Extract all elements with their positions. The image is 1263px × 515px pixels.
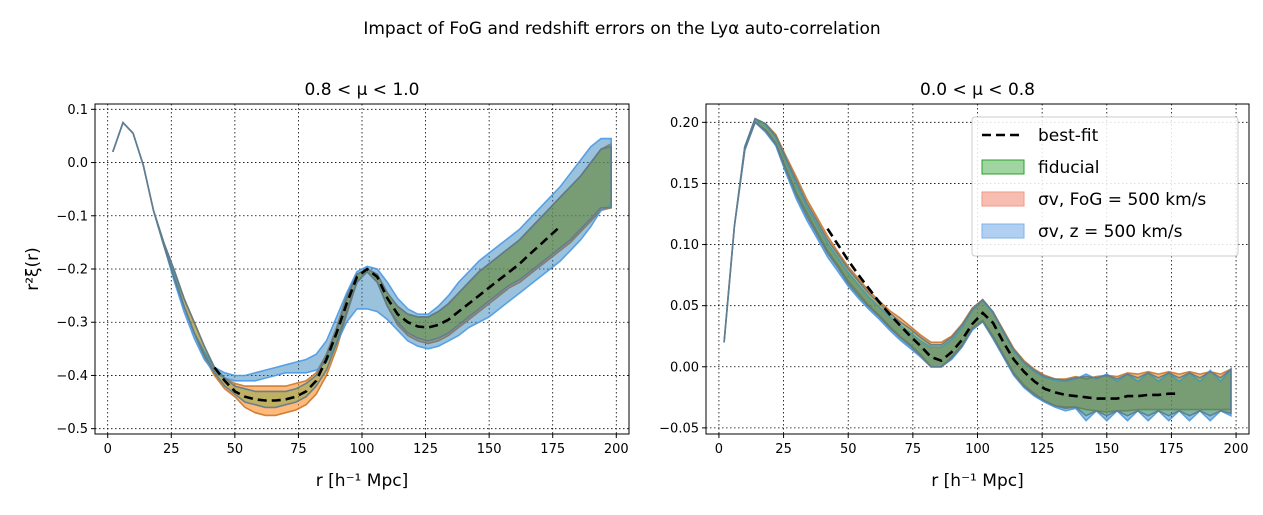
legend-swatch: [981, 191, 1025, 207]
x-tick-label: 0: [104, 442, 112, 457]
y-tick-label: −0.1: [56, 209, 88, 224]
plot-area: [723, 117, 1232, 422]
legend: best-fit fiducial σv, FoG = 500 km/s σv, z …: [971, 116, 1239, 257]
best-fit-line: [826, 227, 1180, 400]
y-tick-label: −0.3: [56, 316, 88, 331]
x-tick-label: 0: [715, 442, 723, 457]
x-tick-label: 150: [477, 442, 502, 457]
x-tick-label: 100: [965, 442, 990, 457]
legend-label: best-fit: [1038, 126, 1099, 146]
y-tick-label: 0.15: [670, 177, 699, 192]
figure-title: Impact of FoG and redshift errors on the…: [363, 19, 880, 39]
legend-swatch: [981, 223, 1025, 239]
legend-swatch: [981, 159, 1025, 175]
y-tick-label: 0.0: [67, 156, 88, 171]
y-tick-label: −0.2: [56, 263, 88, 278]
right-panel: 0 25 50 75 100 125 150 175 200 −0.05 0.00 0.05 0.10 0…: [659, 80, 1250, 491]
panel-title: 0.0 < μ < 0.8: [920, 80, 1035, 100]
left-panel: 0 25 50 75 100 125 150 175 200 −0.5 −0.4 −0.3 −0.2 −0…: [23, 80, 630, 491]
x-tick-label: 125: [413, 442, 438, 457]
x-tick-label: 50: [227, 442, 244, 457]
y-tick-label: 0.1: [67, 103, 88, 118]
y-tick-label: −0.05: [659, 421, 699, 436]
y-axis-label: r²ξ(r): [23, 247, 43, 291]
band-fiducial: [723, 117, 1232, 417]
best-fit-line: [213, 225, 562, 402]
x-tick-label: 175: [540, 442, 565, 457]
x-tick-label: 150: [1094, 442, 1119, 457]
plot-area: [112, 121, 612, 417]
x-tick-label: 200: [1224, 442, 1249, 457]
x-tick-label: 50: [840, 442, 857, 457]
y-tick-label: 0.20: [670, 116, 699, 131]
x-tick-label: 100: [350, 442, 375, 457]
y-tick-label: 0.00: [670, 360, 699, 375]
y-tick-label: 0.10: [670, 238, 699, 253]
x-tick-label: 75: [290, 442, 307, 457]
legend-box: [971, 116, 1239, 257]
x-tick-label: 125: [1030, 442, 1055, 457]
y-tick-label: −0.4: [56, 369, 88, 384]
y-tick-label: 0.05: [670, 299, 699, 314]
x-tick-label: 25: [775, 442, 792, 457]
x-tick-label: 200: [604, 442, 629, 457]
x-axis-label: r [h⁻¹ Mpc]: [931, 471, 1023, 491]
panel-title: 0.8 < μ < 1.0: [305, 80, 420, 100]
legend-label: σv, FoG = 500 km/s: [1038, 190, 1206, 210]
band-fiducial: [112, 121, 612, 409]
x-tick-label: 75: [905, 442, 922, 457]
x-tick-label: 25: [163, 442, 180, 457]
x-tick-label: 175: [1159, 442, 1184, 457]
x-axis-label: r [h⁻¹ Mpc]: [316, 471, 408, 491]
legend-label: σv, z = 500 km/s: [1038, 222, 1183, 242]
legend-label: fiducial: [1038, 158, 1099, 178]
y-tick-label: −0.5: [56, 422, 88, 437]
